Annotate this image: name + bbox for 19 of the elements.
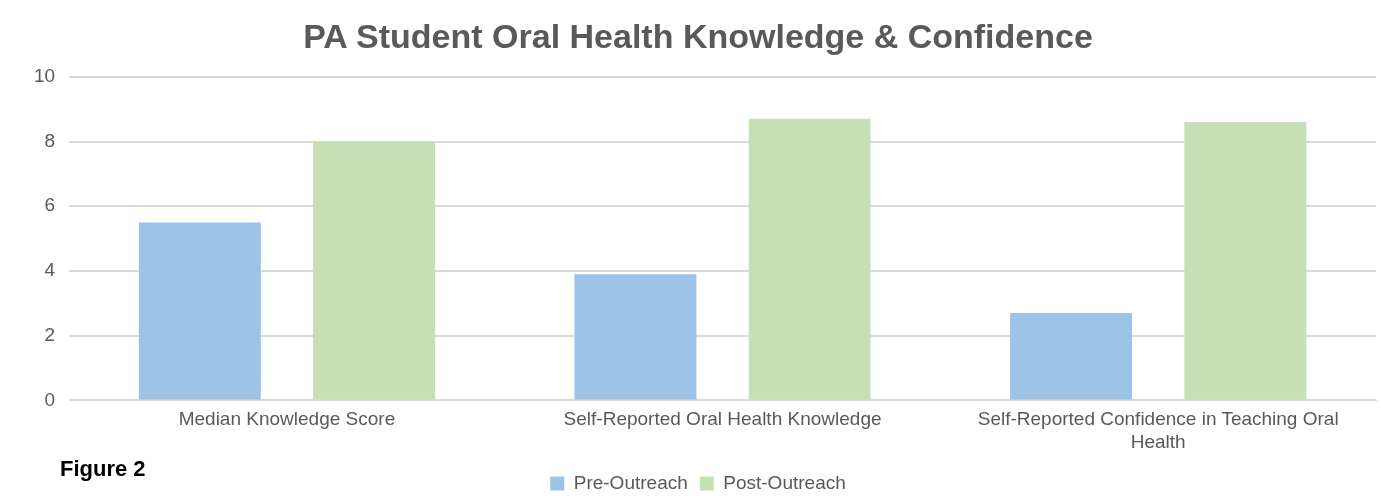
y-tick-label: 4 [44,259,56,281]
y-tick-label: 10 [33,65,56,87]
bar [1184,122,1307,400]
x-tick-label: Self-Reported Confidence in Teaching Oral Health [977,408,1339,452]
caption: Figure 2 [60,456,146,482]
chart-title: PA Student Oral Health Knowledge & Confidence [303,16,1093,55]
x-tick-label: Median Knowledge Score [178,408,396,430]
y-tick-label: 6 [44,194,56,216]
x-tick-label: Self-Reported Oral Health Knowledge [563,408,882,430]
bar [138,222,261,400]
y-tick-label: 0 [44,388,56,410]
bar [574,274,697,400]
legend-label: Pre-Outreach [573,471,688,493]
legend-label: Post-Outreach [723,471,846,493]
bar [1010,313,1133,400]
y-tick-label: 2 [44,323,56,345]
bar [748,118,871,400]
bar [313,141,436,400]
y-tick-label: 8 [44,129,56,151]
